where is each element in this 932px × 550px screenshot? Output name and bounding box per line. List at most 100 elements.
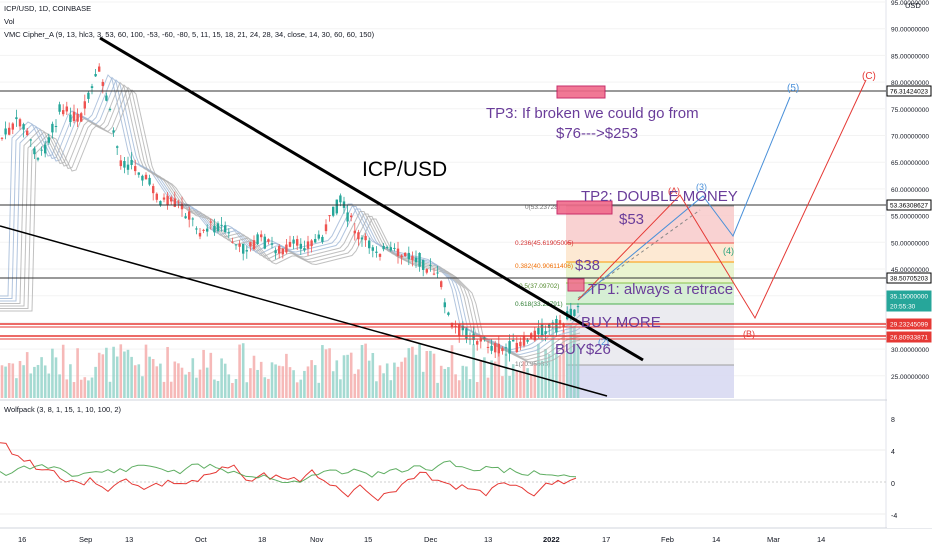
volume-bar: [529, 374, 533, 398]
volume-bar: [324, 349, 328, 398]
candle-body: [386, 246, 389, 248]
candle-body: [177, 201, 180, 203]
candle-body: [375, 251, 378, 253]
volume-bar: [151, 359, 155, 398]
time-tick: 17: [602, 535, 610, 544]
time-axis[interactable]: 16 Sep 13 Oct 18 Nov 15 Dec 13 2022 17 Feb 14 Mar 14: [18, 535, 825, 544]
price-badge-text: 35.15000000: [890, 294, 928, 301]
candle-body: [256, 234, 259, 245]
oscillator-axis[interactable]: 8 4 0 -4: [891, 417, 897, 520]
candle-body: [101, 81, 104, 86]
volume-bar: [393, 362, 396, 398]
candle-body: [306, 241, 310, 249]
candle-body: [400, 255, 403, 258]
price-tick: 50.00000000: [891, 240, 929, 247]
target-boxes[interactable]: [556, 85, 613, 292]
candle-body: [263, 236, 266, 249]
volume-bar: [349, 352, 353, 398]
volume-bar: [562, 329, 565, 398]
fibonacci-retracement[interactable]: 0(53.23728) 0.236(45.61905005) 0.382(40.…: [515, 204, 734, 398]
volume-bar: [54, 357, 58, 398]
volume-bar: [303, 370, 306, 398]
price-tick: 55.00000000: [891, 214, 929, 221]
volume-bar: [519, 371, 522, 398]
trendlines[interactable]: [0, 36, 644, 397]
volume-bar: [353, 373, 357, 398]
volume-bar: [238, 344, 241, 398]
candle-body: [18, 119, 22, 127]
indicator-label: VMC Cipher_A (9, 13, hlc3, 3, 53, 60, 10…: [4, 30, 375, 39]
volume-bar: [479, 360, 483, 398]
candle-body: [454, 325, 457, 327]
candle-body: [508, 341, 511, 354]
price-tick: 65.00000000: [891, 160, 929, 167]
candle-body: [44, 144, 47, 154]
candle-body: [292, 239, 295, 244]
candle-body: [234, 244, 238, 246]
volume-bar: [231, 382, 234, 398]
oscillator-line: [0, 442, 577, 502]
volume-bar: [43, 365, 47, 398]
candle-body: [116, 146, 119, 148]
volume-bar: [51, 348, 54, 398]
price-badge-text: 76.31424023: [890, 89, 928, 96]
volume-bar: [220, 358, 223, 398]
volume-bar: [270, 362, 274, 398]
candle-body: [141, 175, 144, 181]
price-badges: 76.31424023 53.36308627 38.50705203 35.1500…: [886, 85, 932, 343]
candle-body: [119, 160, 122, 167]
candle-body: [126, 164, 130, 170]
candle-body: [393, 247, 396, 249]
volume-bar: [371, 352, 375, 398]
candlestick-series: [0, 63, 580, 362]
volume-bar: [573, 326, 576, 398]
price-tick: 45.00000000: [891, 267, 929, 274]
volume-bar: [360, 345, 364, 398]
volume-bar: [547, 354, 551, 398]
osc-tick: 8: [891, 417, 895, 424]
price-badge: [886, 199, 932, 211]
candle-body: [47, 137, 50, 143]
candle-body: [260, 234, 263, 238]
candle-body: [314, 239, 317, 243]
candle-body: [238, 243, 241, 247]
volume-bar: [339, 379, 342, 398]
price-tick: 60.00000000: [891, 187, 929, 194]
candle-body: [22, 124, 25, 130]
candle-body: [425, 269, 428, 273]
volume-bar: [544, 349, 547, 398]
volume-bar: [504, 353, 508, 398]
candle-body: [299, 243, 302, 249]
volume-bar: [425, 351, 429, 398]
elliott-projections[interactable]: (5) (C) (3) (4) (B) (A) (2): [577, 71, 876, 347]
candle-body: [270, 243, 274, 245]
candle-body: [476, 341, 479, 345]
candle-body: [418, 252, 421, 267]
candle-body: [483, 337, 486, 340]
candle-body: [357, 232, 360, 240]
candle-body: [371, 247, 374, 251]
fib-label-0382: 0.382(40.90611406): [515, 263, 573, 270]
volume-bar: [468, 379, 472, 398]
volume-bar: [461, 365, 465, 398]
candle-body: [137, 172, 140, 175]
volume-bar: [234, 379, 238, 398]
fib-label-0618: 0.618(33.28791): [515, 301, 563, 308]
volume-bar: [69, 364, 72, 398]
candle-body: [490, 345, 493, 351]
volume-bar: [249, 368, 252, 398]
candle-body: [494, 343, 497, 353]
candle-body: [123, 161, 126, 168]
volume-bar: [357, 369, 360, 398]
candle-body: [479, 338, 482, 342]
candle-body: [231, 241, 234, 243]
volume-bar: [331, 371, 335, 398]
candle-body: [360, 237, 364, 240]
horizontal-levels[interactable]: [0, 90, 886, 340]
candle-body: [11, 123, 14, 130]
candle-body: [80, 113, 83, 122]
candle-body: [537, 328, 540, 335]
volume-bar: [418, 343, 421, 398]
volume-bar: [364, 343, 367, 398]
